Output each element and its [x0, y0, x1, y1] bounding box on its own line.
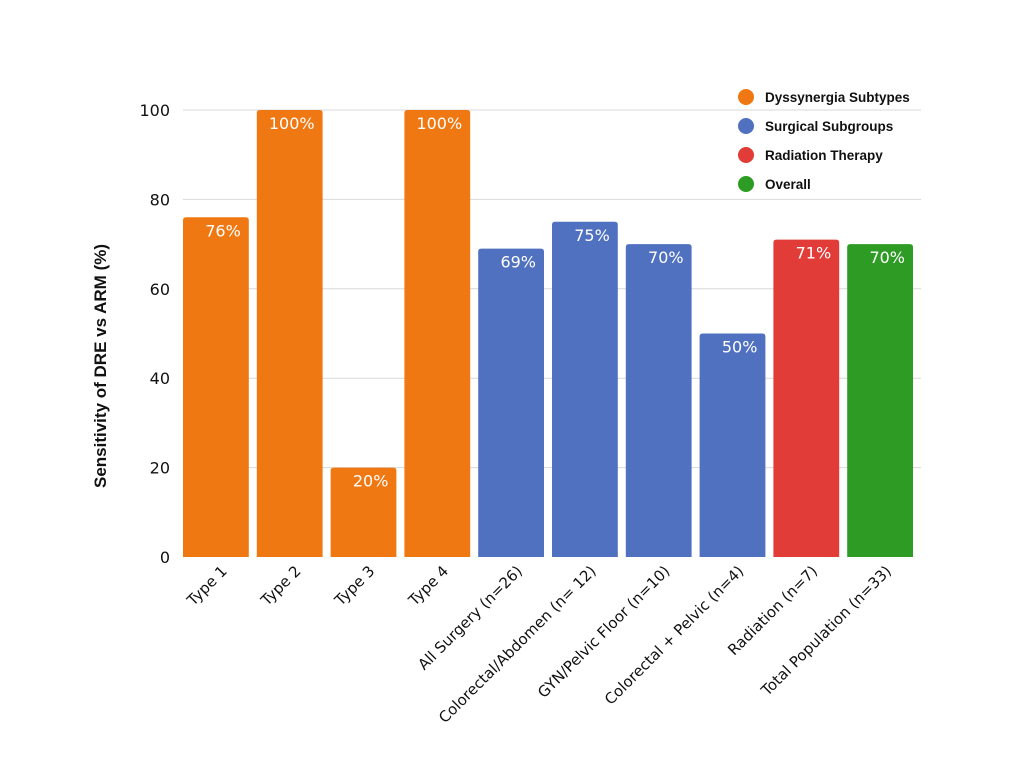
data-label: 100%: [416, 114, 462, 133]
legend-label: Radiation Therapy: [765, 148, 883, 163]
data-label: 75%: [574, 226, 610, 245]
legend-item: Radiation Therapy: [738, 147, 883, 163]
legend-marker: [738, 147, 754, 163]
bar: [625, 244, 692, 557]
y-tick-label: 0: [160, 548, 170, 567]
x-category-label: Type 2: [257, 562, 305, 610]
x-category-label: GYN/Pelvic Floor (n=10): [534, 562, 673, 701]
x-category-label: Total Population (n=33): [757, 562, 895, 700]
y-tick-label: 20: [150, 459, 170, 478]
legend: Dyssynergia Subtypes Surgical Subgroups Ra…: [738, 89, 910, 192]
bar: [404, 110, 471, 557]
data-label: 76%: [205, 221, 241, 240]
y-tick-label: 100: [139, 101, 170, 120]
data-labels: 76% 100% 20% 100% 69% 75% 70% 50% 71% 70%: [205, 114, 905, 491]
bar: [847, 244, 913, 557]
legend-marker: [738, 176, 754, 192]
legend-marker: [738, 89, 754, 105]
data-label: 70%: [648, 248, 684, 267]
legend-label: Dyssynergia Subtypes: [765, 90, 910, 105]
legend-item: Surgical Subgroups: [738, 118, 893, 134]
bars: [183, 110, 913, 557]
legend-label: Surgical Subgroups: [765, 119, 893, 134]
data-label: 50%: [722, 338, 758, 357]
x-category-label: Type 3: [330, 562, 378, 610]
y-axis-ticks: 0 20 40 60 80 100: [139, 101, 170, 567]
legend-marker: [738, 118, 754, 134]
data-label: 100%: [269, 114, 315, 133]
data-label: 70%: [869, 248, 905, 267]
x-category-label: Type 1: [183, 562, 231, 610]
data-label: 20%: [353, 472, 389, 491]
bar: [699, 333, 766, 557]
bar: [773, 239, 840, 557]
y-tick-label: 60: [150, 280, 170, 299]
y-tick-label: 80: [150, 190, 170, 209]
bar: [330, 467, 397, 557]
x-category-label: Colorectal/Abdomen (n= 12): [435, 562, 600, 727]
bar: [256, 110, 323, 557]
legend-item: Overall: [738, 176, 811, 192]
bar: [183, 217, 249, 557]
bar: [478, 248, 544, 557]
legend-label: Overall: [765, 177, 811, 192]
x-category-label: Type 4: [404, 562, 452, 610]
data-label: 69%: [500, 253, 536, 272]
legend-item: Dyssynergia Subtypes: [738, 89, 910, 105]
bar: [552, 221, 618, 557]
x-category-label: Colorectal + Pelvic (n=4): [601, 562, 747, 708]
y-tick-label: 40: [150, 369, 170, 388]
data-label: 71%: [796, 244, 832, 263]
y-axis-label: Sensitivity of DRE vs ARM (%): [91, 244, 110, 488]
